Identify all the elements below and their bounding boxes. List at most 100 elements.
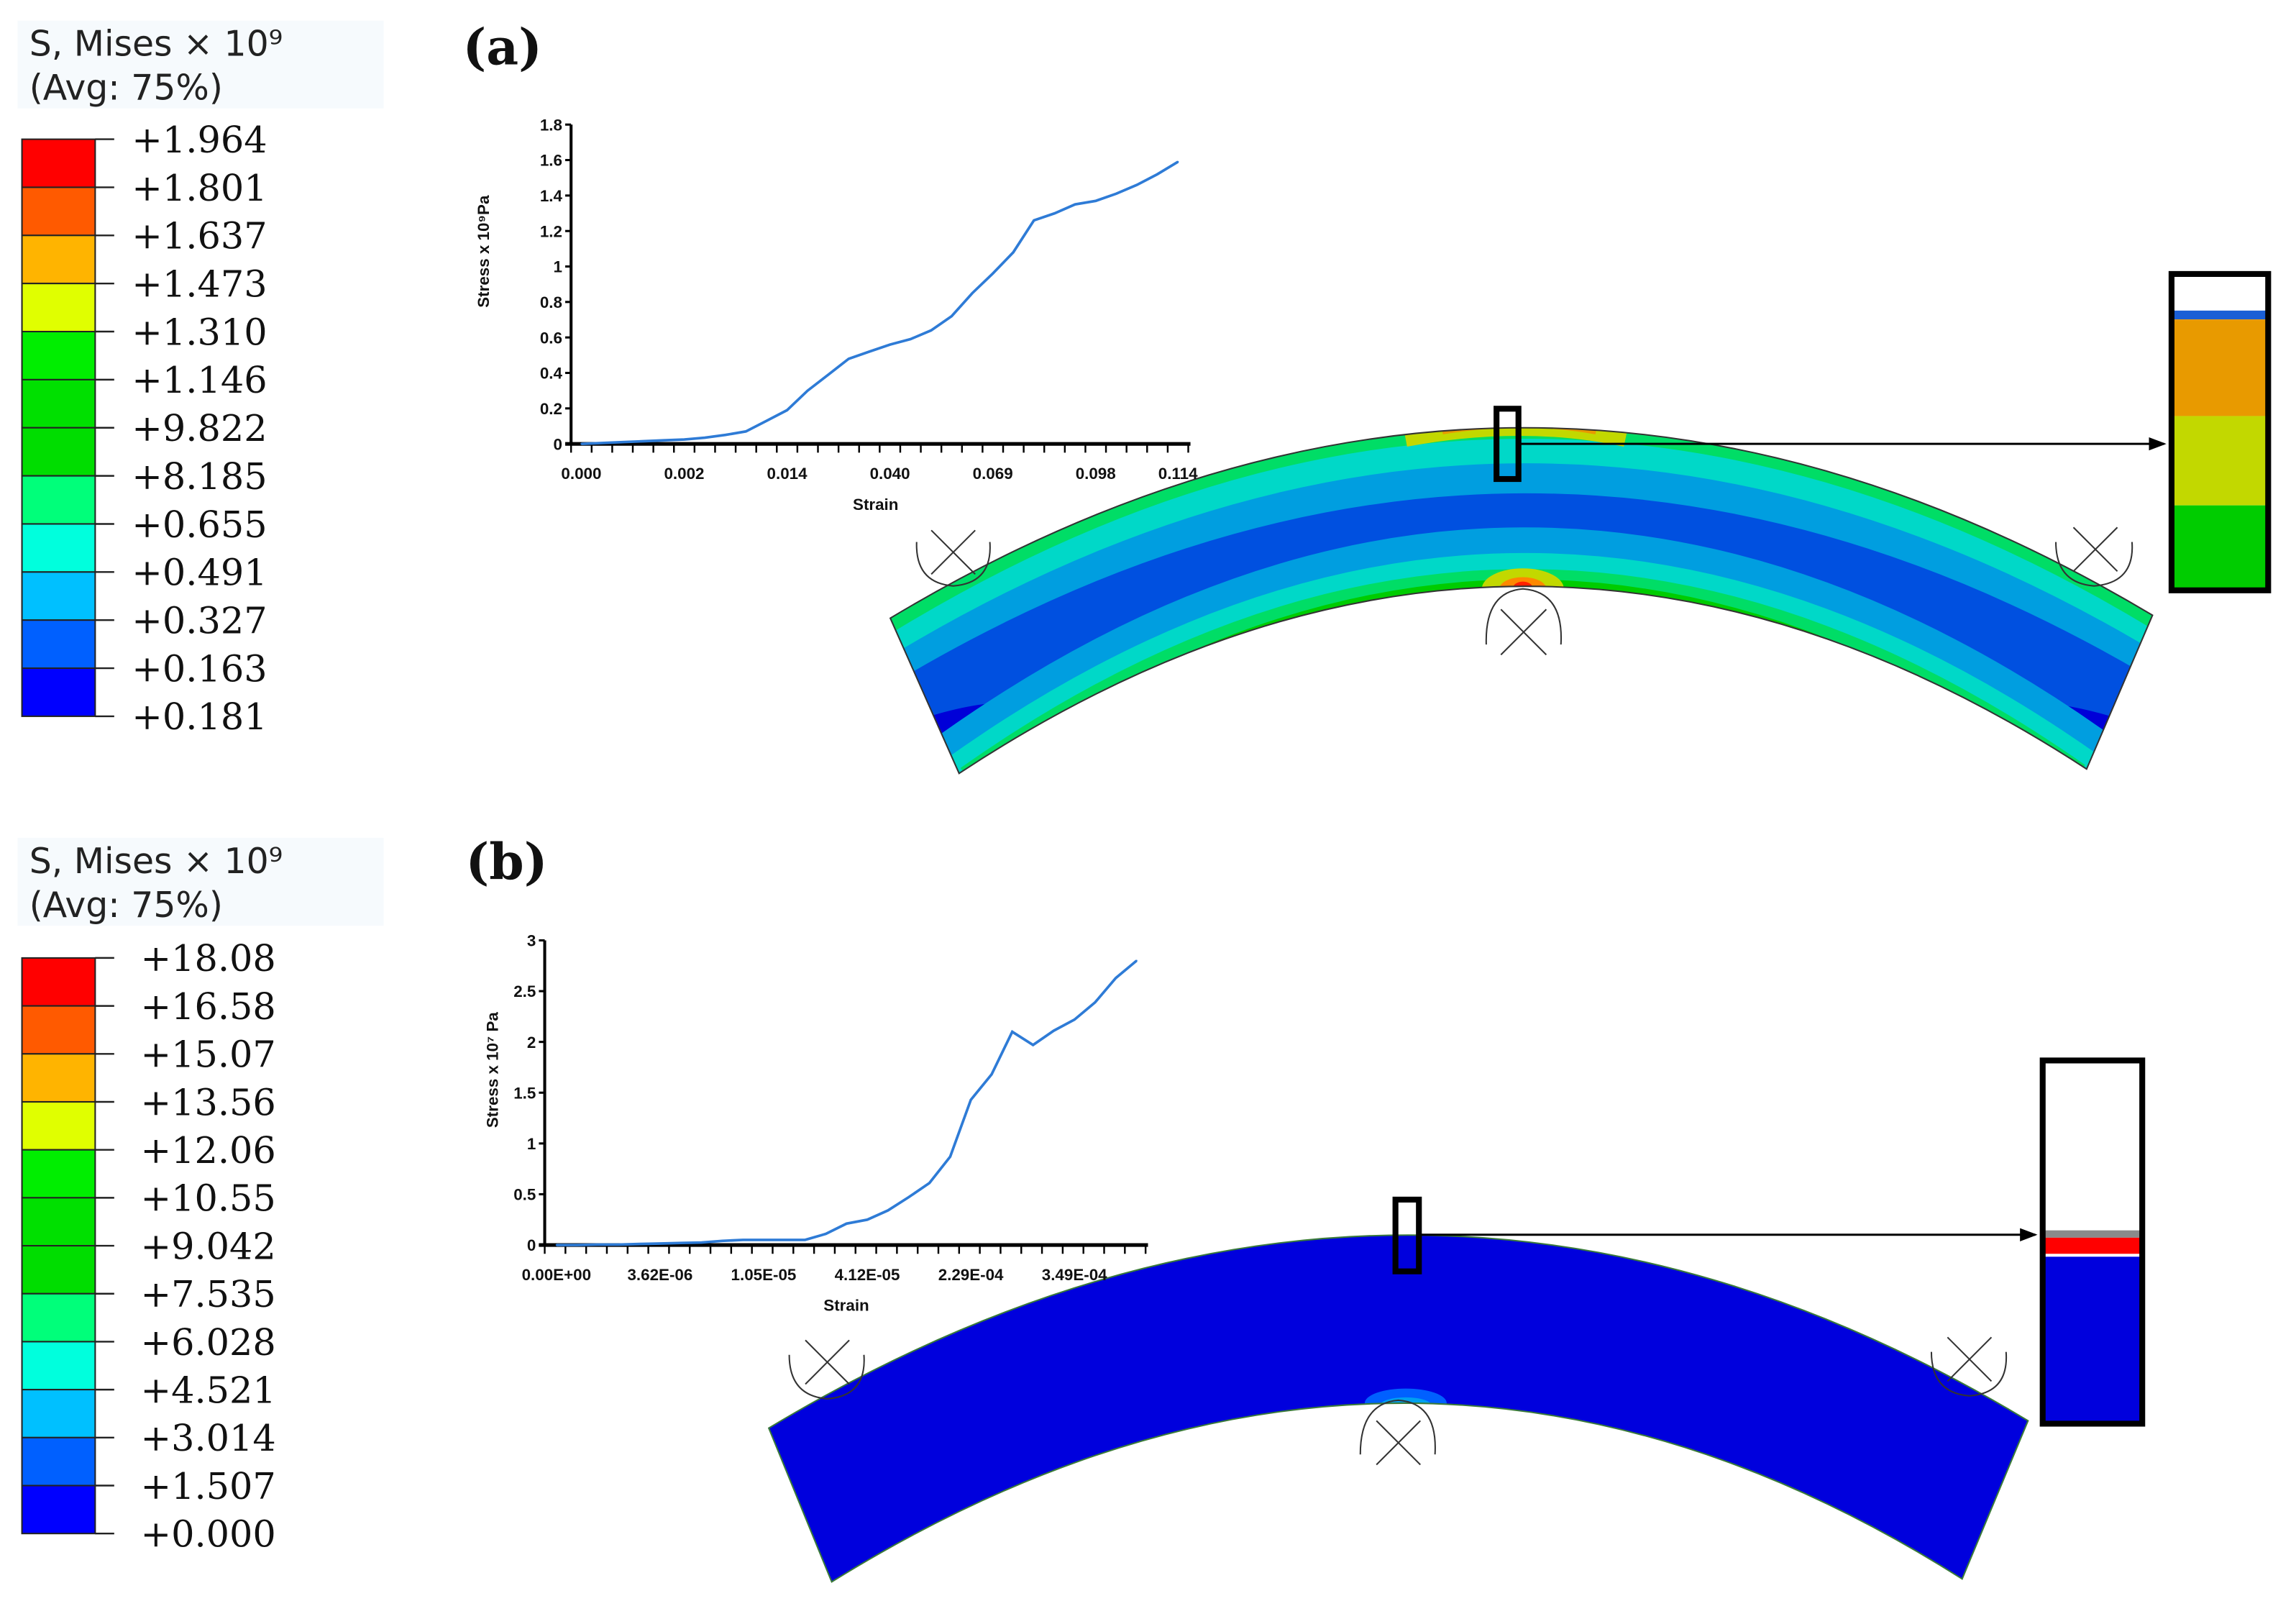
legend-swatch <box>21 957 96 1007</box>
chart-b-point <box>721 1240 723 1242</box>
y-tick-label: 0 <box>554 435 562 453</box>
chart-b-ylabel: Stress x 10⁷ Pa <box>483 1012 501 1128</box>
legend-a-subtitle: (Avg: 75%) <box>29 68 223 109</box>
legend-value: +0.181 <box>132 696 267 739</box>
y-tick-label: 3 <box>527 932 536 950</box>
legend-swatch <box>21 186 96 237</box>
legend-value: +8.185 <box>132 456 267 498</box>
y-tick-label: 1.4 <box>540 187 563 205</box>
chart-a-point <box>971 292 974 294</box>
legend-value: +18.08 <box>140 938 275 980</box>
legend-swatch <box>21 331 96 380</box>
chart-a-point <box>703 437 706 439</box>
chart-a-point <box>1115 193 1117 195</box>
legend-a-title: S, Mises × 10⁹ <box>29 24 283 65</box>
legend-swatch <box>21 1149 96 1199</box>
y-tick-label: 0.8 <box>540 293 562 311</box>
stress-strain-chart-b: Stress x 10⁷ Pa Strain 0 0.5 1 1.5 2 2.5 3 0.00… <box>483 932 1148 1315</box>
legend-swatch <box>21 427 96 477</box>
legend-swatch <box>21 523 96 573</box>
x-tick-label: 3.62E-06 <box>627 1266 692 1284</box>
zoom-inset-a <box>2168 270 2272 593</box>
legend-value: +0.163 <box>132 648 267 690</box>
chart-b-point <box>1053 1029 1055 1032</box>
x-tick-label: 0.098 <box>1076 465 1116 483</box>
x-tick-label: 0.114 <box>1158 465 1198 483</box>
chart-b-point <box>887 1209 889 1212</box>
chart-b-point <box>762 1239 765 1241</box>
x-tick-label: 1.05E-05 <box>731 1266 797 1284</box>
chart-b-point <box>1032 1044 1034 1046</box>
support-left-a-icon <box>915 529 991 587</box>
legend-value: +1.310 <box>132 311 267 354</box>
chart-a-point <box>621 441 623 443</box>
legend-b: S, Mises × 10⁹ (Avg: 75%) +18.08 +16.58 +1… <box>17 837 384 1556</box>
legend-value: +6.028 <box>140 1322 275 1364</box>
legend-swatch <box>21 475 96 525</box>
x-tick-label: 0.014 <box>767 465 808 483</box>
x-tick-label: 0.000 <box>561 465 601 483</box>
chart-a-point <box>1012 251 1015 254</box>
legend-value: +0.000 <box>140 1514 275 1556</box>
legend-value: +0.327 <box>132 601 267 643</box>
panel-label-b: (b) <box>466 833 548 891</box>
chart-b-point <box>969 1098 972 1101</box>
stress-strain-chart-a: Stress x 10⁹Pa Strain 0 0.2 0.4 0.6 0.8 1 1.2 1… <box>475 116 1198 513</box>
x-tick-label: 3.49E-04 <box>1042 1266 1107 1284</box>
legend-swatch <box>21 1436 96 1487</box>
support-center-b-icon <box>1359 1399 1436 1466</box>
chart-a-point <box>1033 219 1035 222</box>
x-tick-label: 0.00E+00 <box>522 1266 591 1284</box>
y-tick-label: 2.5 <box>513 982 536 1000</box>
chart-a-point <box>909 338 912 340</box>
legend-value: +12.06 <box>140 1130 275 1172</box>
chart-b-xlabel: Strain <box>823 1297 869 1315</box>
chart-a-point <box>786 409 788 411</box>
chart-a-point <box>868 350 871 353</box>
y-tick-label: 1.8 <box>540 116 562 134</box>
legend-swatch <box>21 571 96 621</box>
beam-a-contour <box>889 427 2154 775</box>
y-tick-label: 1 <box>554 258 562 276</box>
y-tick-label: 0 <box>527 1236 536 1254</box>
panel-label-a: (a) <box>462 19 541 77</box>
legend-swatch <box>21 283 96 333</box>
legend-value: +13.56 <box>140 1082 275 1124</box>
legend-swatch <box>21 619 96 670</box>
chart-a-point <box>600 442 603 444</box>
chart-b-point <box>659 1242 662 1245</box>
x-tick-label: 0.069 <box>973 465 1013 483</box>
chart-a-point <box>580 442 582 445</box>
chart-b-point <box>618 1244 620 1246</box>
legend-swatch <box>21 1341 96 1391</box>
legend-swatch <box>21 1245 96 1295</box>
legend-value: +16.58 <box>140 986 275 1028</box>
y-tick-label: 1.6 <box>540 152 562 170</box>
chart-b-point <box>1094 1001 1097 1003</box>
legend-swatch <box>21 1005 96 1055</box>
chart-a-point <box>1135 183 1138 186</box>
chart-b-point <box>741 1239 744 1241</box>
y-tick-label: 2 <box>527 1034 536 1052</box>
chart-a-point <box>848 357 850 360</box>
x-tick-label: 0.040 <box>870 465 910 483</box>
legend-swatch <box>21 667 96 717</box>
legend-b-subtitle: (Avg: 75%) <box>29 885 223 926</box>
chart-a-ylabel: Stress x 10⁹Pa <box>475 195 493 308</box>
legend-value: +0.655 <box>132 504 267 547</box>
chart-b-point <box>990 1073 993 1076</box>
chart-a-point <box>1053 212 1056 214</box>
chart-b-point <box>783 1239 785 1241</box>
chart-b-point <box>907 1196 910 1198</box>
legend-value: +1.964 <box>132 119 267 162</box>
chart-a-point <box>745 430 747 433</box>
chart-a-point <box>724 434 726 437</box>
legend-a: S, Mises × 10⁹ (Avg: 75%) +1.964 +1.801 +1… <box>17 20 384 739</box>
legend-value: +1.507 <box>140 1466 275 1508</box>
chart-b-point <box>1135 959 1138 962</box>
legend-value: +0.491 <box>132 552 267 595</box>
chart-b-point <box>866 1218 869 1221</box>
support-center-a-icon <box>1485 588 1563 656</box>
chart-a-series-line <box>581 160 1179 445</box>
